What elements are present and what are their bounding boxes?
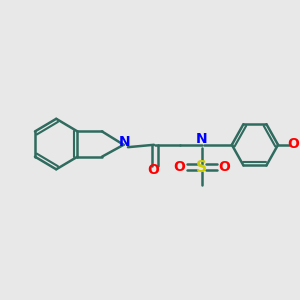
Text: N: N <box>118 135 130 149</box>
Text: O: O <box>218 160 230 174</box>
Text: O: O <box>147 163 159 177</box>
Text: O: O <box>287 137 299 151</box>
Text: N: N <box>196 132 207 146</box>
Text: O: O <box>173 160 185 174</box>
Text: S: S <box>196 160 207 175</box>
